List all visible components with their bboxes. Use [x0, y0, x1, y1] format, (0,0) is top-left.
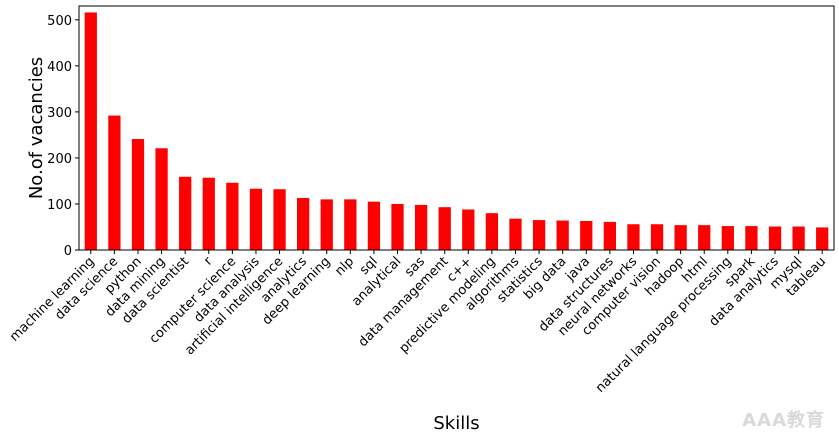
bar-big-data — [556, 220, 569, 250]
bar-data-analysis — [249, 188, 263, 250]
bar-natural-language-processing — [721, 226, 734, 250]
y-tick-label: 200 — [47, 152, 72, 167]
bar-computer-science — [226, 182, 239, 250]
bar-deep-learning — [320, 199, 333, 250]
bar-sas — [414, 204, 428, 250]
y-tick-label: 300 — [47, 106, 72, 121]
y-tick-label: 100 — [47, 198, 72, 213]
bar-machine-learning — [84, 12, 97, 251]
bar-data-mining — [155, 148, 168, 250]
bar-nlp — [344, 199, 357, 250]
bars-group — [84, 12, 829, 251]
bar-data-science — [108, 115, 121, 250]
bar-neural-networks — [627, 224, 640, 250]
bar-statistics — [532, 220, 546, 250]
bar-r — [202, 177, 215, 250]
bar-data-scientist — [179, 176, 192, 250]
bar-html — [698, 225, 711, 250]
y-tick-label: 400 — [47, 60, 72, 75]
bar-sql — [367, 201, 381, 250]
x-tick-label: nlp — [332, 254, 357, 279]
bar-data-structures — [603, 221, 616, 250]
bar-analytics — [297, 197, 310, 250]
bar-c- — [462, 209, 475, 250]
bar-data-management — [438, 207, 451, 250]
y-tick-label: 0 — [64, 244, 72, 259]
bar-algorithms — [509, 218, 522, 250]
y-axis-title: No.of vacancies — [26, 57, 47, 199]
watermark-logo: AAA教育 — [742, 410, 825, 431]
y-axis: 0 100 200 300 400 500 — [47, 14, 79, 259]
bar-analytical — [391, 203, 404, 250]
bar-data-analytics — [768, 226, 782, 250]
bar-python — [131, 139, 145, 250]
bar-tableau — [816, 227, 829, 250]
bar-java — [580, 220, 593, 250]
bar-mysql — [792, 226, 805, 250]
bar-computer-vision — [650, 224, 664, 250]
plot-frame — [78, 5, 835, 251]
x-tick-label: r — [201, 254, 216, 269]
bar-artificial-intelligence — [273, 189, 286, 250]
x-axis-title: Skills — [433, 413, 479, 434]
bar-predictive-modeling — [485, 213, 499, 250]
bar-spark — [745, 226, 758, 250]
y-tick-label: 500 — [47, 14, 72, 29]
bar-hadoop — [674, 225, 687, 250]
